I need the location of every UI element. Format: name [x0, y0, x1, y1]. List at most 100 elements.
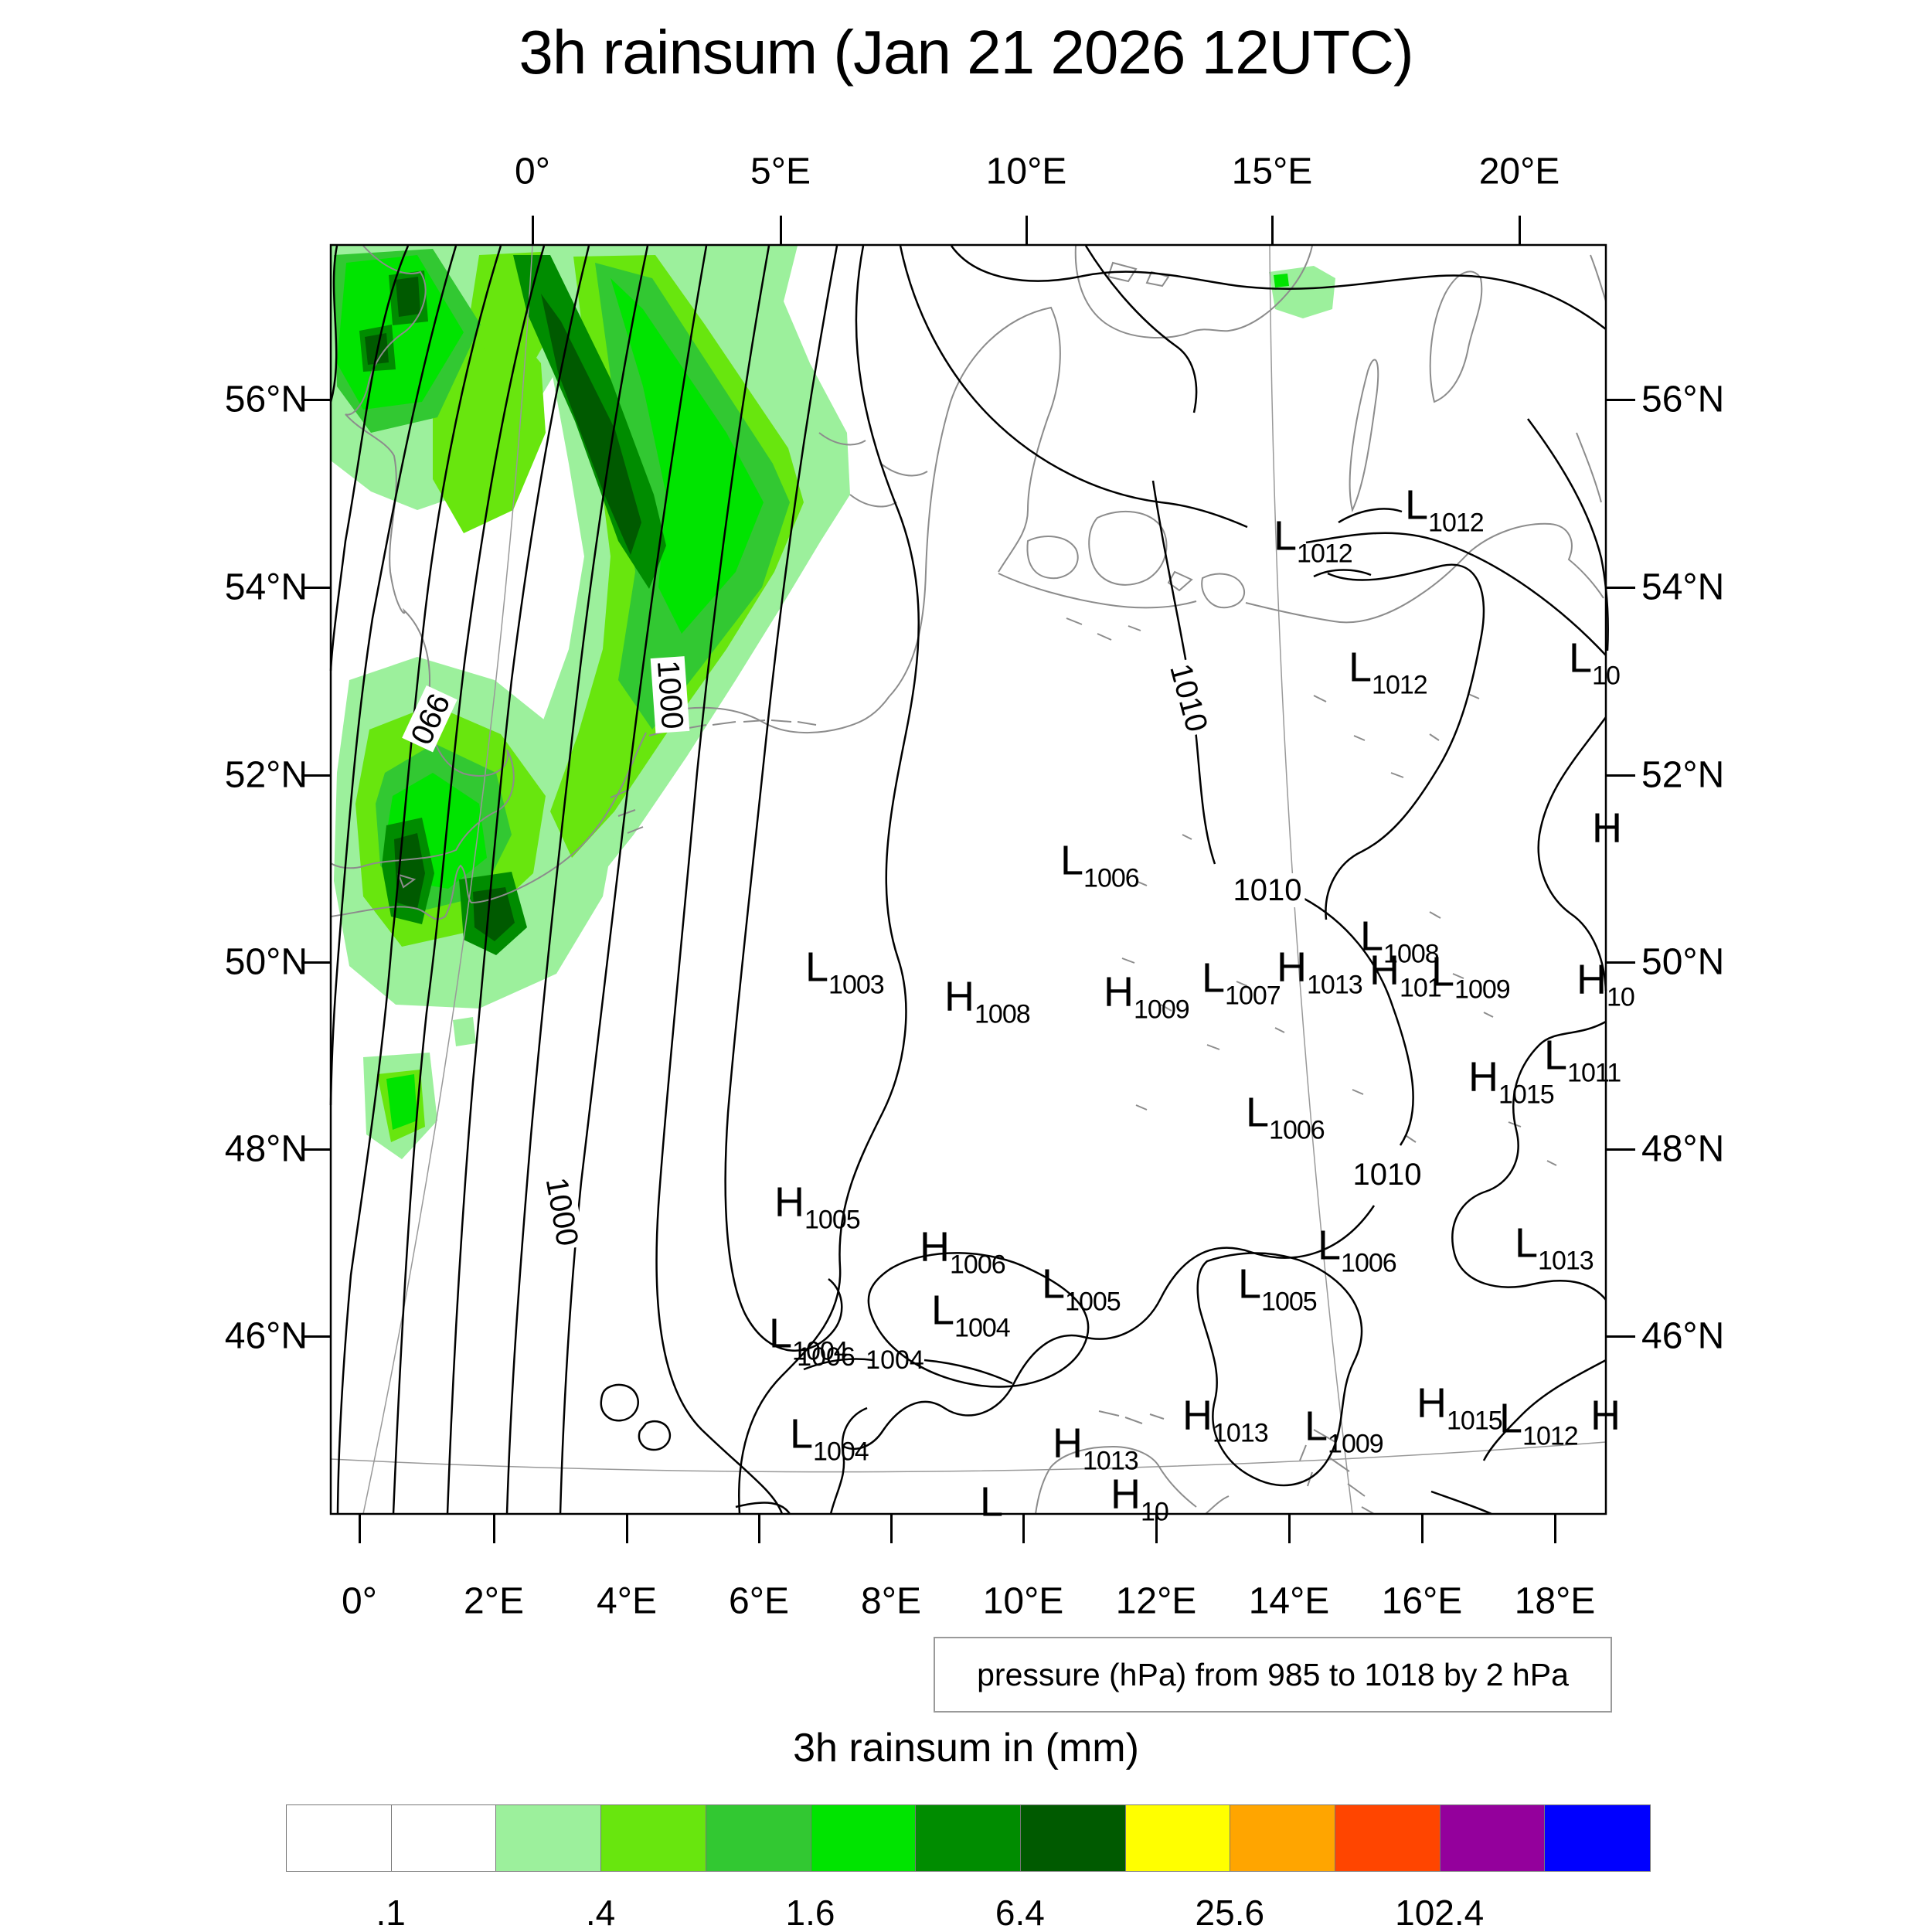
hl-value: 1006: [950, 1250, 1006, 1280]
axis-label-left-46°N: 46°N: [224, 1315, 308, 1357]
colorbar-cell-7: [1019, 1804, 1127, 1872]
hl-letter: L: [769, 1310, 793, 1357]
hl-value: 1011: [1567, 1058, 1621, 1088]
rain-shading: [331, 246, 1335, 1159]
hl-value: 1006: [1083, 863, 1140, 893]
hl-letter: L: [1360, 913, 1384, 960]
pressure-contours: [329, 245, 1609, 1515]
hl-letter: L: [1060, 837, 1084, 884]
pressure-center-H1013: H1013: [1053, 1420, 1139, 1475]
axis-tick-right: [1606, 1335, 1635, 1338]
hl-letter: L: [1499, 1395, 1523, 1442]
hl-value: 1008: [975, 999, 1031, 1029]
axis-tick-left: [301, 1148, 331, 1151]
axis-label-bottom-12°E: 12°E: [1115, 1580, 1197, 1622]
hl-letter: L: [1202, 954, 1226, 1002]
axis-tick-top: [1519, 216, 1521, 245]
pressure-center-H10: H10: [1577, 956, 1635, 1011]
colorbar-cell-4: [705, 1804, 811, 1872]
pressure-legend-text: pressure (hPa) from 985 to 1018 by 2 hPa: [977, 1656, 1569, 1692]
hl-letter: L: [1042, 1260, 1066, 1308]
axis-tick-bottom: [626, 1514, 628, 1543]
axis-tick-top: [532, 216, 534, 245]
hl-letter: H: [1577, 956, 1607, 1003]
colorbar-cell-8: [1124, 1804, 1231, 1872]
axis-label-left-56°N: 56°N: [224, 379, 308, 420]
colorbar-label-25.6: 25.6: [1195, 1893, 1265, 1932]
hl-value: 10: [1592, 661, 1621, 691]
axis-label-bottom-18°E: 18°E: [1514, 1580, 1596, 1622]
axis-label-bottom-16°E: 16°E: [1381, 1580, 1463, 1622]
hl-letter: H: [1104, 968, 1134, 1015]
axis-label-bottom-6°E: 6°E: [729, 1580, 789, 1622]
axis-label-left-52°N: 52°N: [224, 754, 308, 796]
hl-letter: H: [1468, 1053, 1498, 1100]
hl-letter: H: [920, 1223, 950, 1270]
axis-label-left-48°N: 48°N: [224, 1128, 308, 1170]
axis-label-bottom-0°: 0°: [342, 1580, 377, 1622]
hl-value: 1004: [813, 1437, 869, 1467]
hl-value: 1005: [1065, 1287, 1121, 1317]
hl-letter: L: [1405, 481, 1429, 529]
pressure-center-H: H: [1590, 1395, 1621, 1447]
pressure-center-L1006: L1006: [1318, 1222, 1397, 1277]
hl-value: 101: [1400, 973, 1442, 1003]
hl-letter: H: [1053, 1420, 1083, 1467]
axis-label-right-52°N: 52°N: [1641, 754, 1725, 796]
hl-value: 1013: [1307, 970, 1363, 1000]
colorbar-label-6.4: 6.4: [995, 1893, 1045, 1932]
colorbar-cell-12: [1544, 1804, 1651, 1872]
hl-letter: L: [1318, 1222, 1342, 1269]
axis-tick-top: [780, 216, 782, 245]
hl-value: 1005: [1261, 1287, 1318, 1317]
axis-tick-right: [1606, 587, 1635, 589]
hl-letter: L: [790, 1410, 814, 1458]
hl-value: 1003: [828, 970, 885, 1000]
axis-label-top-15°E: 15°E: [1231, 151, 1313, 192]
pressure-center-L1006: L1006: [1246, 1092, 1325, 1144]
hl-value: 1009: [1134, 995, 1190, 1025]
pressure-center-H1015: H1015: [1468, 1053, 1555, 1108]
pressure-center-L1012: L1012: [1349, 647, 1428, 700]
axis-tick-bottom: [1022, 1514, 1025, 1543]
hl-letter: L: [1304, 1403, 1328, 1450]
hl-value: 1012: [1522, 1421, 1579, 1451]
hl-value: 1012: [1372, 670, 1428, 700]
hl-value: 1004: [792, 1336, 849, 1366]
pressure-center-L1004: L1004: [790, 1413, 869, 1465]
hl-letter: L: [1515, 1219, 1539, 1267]
pressure-center-L1005: L1005: [1042, 1264, 1121, 1315]
hl-value: 1013: [1538, 1246, 1594, 1276]
axis-tick-left: [301, 399, 331, 401]
pressure-center-L1012: L1012: [1274, 515, 1353, 567]
pressure-center-L1012: L1012: [1405, 481, 1485, 538]
pressure-center-H1008: H1008: [944, 976, 1031, 1029]
pressure-center-L1004: L1004: [769, 1310, 849, 1366]
colorbar-cell-1: [390, 1804, 497, 1872]
coastlines: [330, 245, 1607, 1515]
pressure-center-L10: L10: [1569, 638, 1621, 691]
colorbar-cell-9: [1230, 1804, 1336, 1872]
axis-label-top-20°E: 20°E: [1478, 151, 1560, 192]
hl-value: 1015: [1447, 1406, 1503, 1436]
hl-letter: H: [1277, 944, 1307, 991]
axis-tick-right: [1606, 774, 1635, 777]
axis-label-left-50°N: 50°N: [224, 941, 308, 983]
axis-label-top-5°E: 5°E: [750, 151, 811, 192]
colorbar-cell-2: [495, 1804, 602, 1872]
hl-value: 1012: [1428, 508, 1485, 538]
axis-tick-bottom: [359, 1514, 361, 1543]
colorbar-cell-3: [600, 1804, 707, 1872]
pressure-center-H: H: [1592, 808, 1622, 859]
pressure-center-L1008: L1008: [1360, 913, 1440, 968]
axis-tick-bottom: [1155, 1514, 1158, 1543]
hl-value: 1005: [804, 1205, 861, 1235]
colorbar-label-.1: .1: [376, 1893, 406, 1932]
pressure-center-L1004: L1004: [931, 1290, 1011, 1342]
hl-letter: H: [774, 1179, 804, 1226]
pressure-center-L1003: L1003: [805, 947, 885, 1000]
axis-tick-top: [1271, 216, 1274, 245]
figure-title: 3h rainsum (Jan 21 2026 12UTC): [519, 18, 1413, 87]
